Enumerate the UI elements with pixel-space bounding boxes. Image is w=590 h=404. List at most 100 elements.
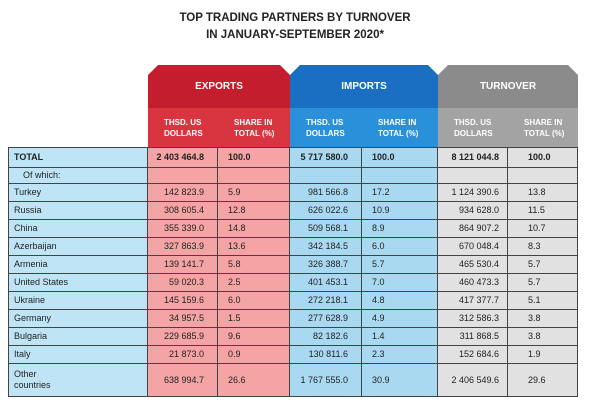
table-cell: 981 566.8 — [290, 184, 362, 202]
table-cell: 355 339.0 — [148, 220, 218, 238]
table-cell: 34 957.5 — [148, 310, 218, 328]
group-header: IMPORTS — [290, 65, 438, 108]
table-cell — [508, 168, 578, 184]
table-cell: 5.7 — [362, 256, 438, 274]
table-cell: 10.9 — [362, 202, 438, 220]
table-cell: 417 377.7 — [438, 292, 508, 310]
table-cell: 1.4 — [362, 328, 438, 346]
table-cell: 7.0 — [362, 274, 438, 292]
table-cell: 5.9 — [218, 184, 290, 202]
table-cell: 638 994.7 — [148, 364, 218, 397]
table-cell: 6.0 — [362, 238, 438, 256]
table-cell: 13.8 — [508, 184, 578, 202]
table-cell: 8.9 — [362, 220, 438, 238]
row-label: Germany — [8, 310, 148, 328]
table-cell: 12.8 — [218, 202, 290, 220]
table-cell: 311 868.5 — [438, 328, 508, 346]
table-cell — [438, 168, 508, 184]
table-cell: 1 124 390.6 — [438, 184, 508, 202]
table-cell: 0.9 — [218, 346, 290, 364]
table-cell: 29.6 — [508, 364, 578, 397]
table-cell: 142 823.9 — [148, 184, 218, 202]
table-cell: 100.0 — [218, 148, 290, 168]
table-cell: 21 873.0 — [148, 346, 218, 364]
row-label: Russia — [8, 202, 148, 220]
table-cell: 5.7 — [508, 256, 578, 274]
table-cell: 17.2 — [362, 184, 438, 202]
table-cell: 3.8 — [508, 310, 578, 328]
table-cell: 1.9 — [508, 346, 578, 364]
table-cell: 14.8 — [218, 220, 290, 238]
table-cell: 145 159.6 — [148, 292, 218, 310]
sub-header: SHARE IN TOTAL (%) — [362, 108, 438, 148]
row-label: Other countries — [8, 364, 148, 397]
table-cell: 9.6 — [218, 328, 290, 346]
table-cell: 4.8 — [362, 292, 438, 310]
table-cell — [218, 168, 290, 184]
row-label: Azerbaijan — [8, 238, 148, 256]
table-cell: 465 530.4 — [438, 256, 508, 274]
row-label: Armenia — [8, 256, 148, 274]
row-label: China — [8, 220, 148, 238]
table-cell: 10.7 — [508, 220, 578, 238]
table-cell: 509 568.1 — [290, 220, 362, 238]
table-cell: 1.5 — [218, 310, 290, 328]
table-cell: 277 628.9 — [290, 310, 362, 328]
table-cell: 308 605.4 — [148, 202, 218, 220]
table-cell: 130 811.6 — [290, 346, 362, 364]
row-label: Bulgaria — [8, 328, 148, 346]
table-cell: 2 403 464.8 — [148, 148, 218, 168]
table-cell — [290, 168, 362, 184]
table-cell: 26.6 — [218, 364, 290, 397]
table-cell: 139 141.7 — [148, 256, 218, 274]
table-cell: 4.9 — [362, 310, 438, 328]
table-cell: 100.0 — [362, 148, 438, 168]
table-border — [8, 147, 578, 148]
table-cell: 401 453.1 — [290, 274, 362, 292]
table-cell: 82 182.6 — [290, 328, 362, 346]
table-cell: 30.9 — [362, 364, 438, 397]
table-cell: 2 406 549.6 — [438, 364, 508, 397]
table-cell: 3.8 — [508, 328, 578, 346]
title: TOP TRADING PARTNERS BY TURNOVER IN JANU… — [179, 12, 411, 41]
row-label: Of which: — [8, 168, 148, 184]
table-cell: 626 022.6 — [290, 202, 362, 220]
sub-header: SHARE IN TOTAL (%) — [218, 108, 290, 148]
table-cell — [362, 168, 438, 184]
table-cell: 326 388.7 — [290, 256, 362, 274]
row-label: TOTAL — [8, 148, 148, 168]
table-cell: 670 048.4 — [438, 238, 508, 256]
table-cell: 272 218.1 — [290, 292, 362, 310]
table-cell: 5.1 — [508, 292, 578, 310]
table-cell: 460 473.3 — [438, 274, 508, 292]
table-cell: 342 184.5 — [290, 238, 362, 256]
table-cell: 5 717 580.0 — [290, 148, 362, 168]
group-header: EXPORTS — [148, 65, 290, 108]
group-header: TURNOVER — [438, 65, 578, 108]
row-label: Ukraine — [8, 292, 148, 310]
table-cell: 5.7 — [508, 274, 578, 292]
table-cell: 13.6 — [218, 238, 290, 256]
table-cell: 1 767 555.0 — [290, 364, 362, 397]
table-cell: 2.3 — [362, 346, 438, 364]
table-cell: 327 863.9 — [148, 238, 218, 256]
sub-header: THSD. US DOLLARS — [290, 108, 362, 148]
table-cell: 8.3 — [508, 238, 578, 256]
table-cell — [148, 168, 218, 184]
table-cell: 8 121 044.8 — [438, 148, 508, 168]
row-label: Italy — [8, 346, 148, 364]
row-label: Turkey — [8, 184, 148, 202]
table-cell: 229 685.9 — [148, 328, 218, 346]
table-cell: 312 586.3 — [438, 310, 508, 328]
table-cell: 6.0 — [218, 292, 290, 310]
table-cell: 934 628.0 — [438, 202, 508, 220]
table-cell: 152 684.6 — [438, 346, 508, 364]
table-cell: 100.0 — [508, 148, 578, 168]
row-label: United States — [8, 274, 148, 292]
table-cell: 5.8 — [218, 256, 290, 274]
table-cell: 11.5 — [508, 202, 578, 220]
table-cell: 864 907.2 — [438, 220, 508, 238]
table-cell: 2.5 — [218, 274, 290, 292]
table-cell: 59 020.3 — [148, 274, 218, 292]
